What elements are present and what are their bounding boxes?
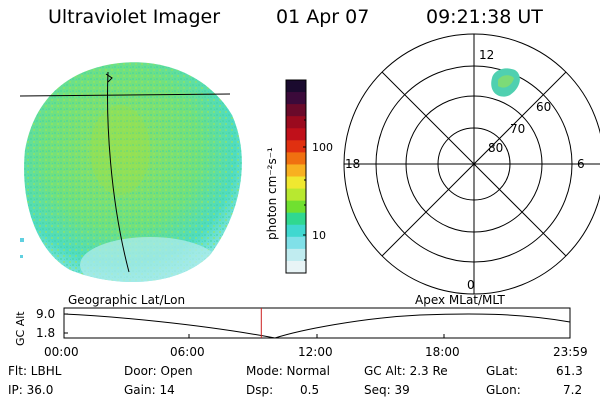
earth-uv-image xyxy=(20,62,242,282)
mlt-label-top: 12 xyxy=(479,48,494,62)
instrument-title: Ultraviolet Imager xyxy=(48,6,221,28)
y-tick-label-9: 9.0 xyxy=(36,307,55,321)
colorbar-frame xyxy=(285,79,307,274)
filter-info: Flt: LBHL xyxy=(8,364,62,378)
colorbar-band xyxy=(286,260,306,274)
colorbar-band xyxy=(286,128,306,141)
observation-date: 01 Apr 07 xyxy=(276,6,370,28)
colorbar-unit-label: photon cm⁻²s⁻¹ xyxy=(265,147,279,240)
glon-value: 7.2 xyxy=(563,383,583,397)
altitude-timeline: Geographic Lat/Lon Apex MLat/MLT GC Alt … xyxy=(14,293,588,359)
colorbar-band xyxy=(286,188,306,202)
geographic-label: Geographic Lat/Lon xyxy=(68,293,185,307)
gain-info: Gain: 14 xyxy=(124,383,175,397)
timeline-frame xyxy=(63,307,571,339)
colorbar-band xyxy=(286,236,306,250)
y-tick-label-1-8: 1.8 xyxy=(36,326,55,340)
altitude-curve xyxy=(63,313,571,339)
mlat-label-60: 60 xyxy=(536,100,551,114)
mlt-label-right: 6 xyxy=(577,157,585,171)
colorbar-band xyxy=(286,212,306,226)
dsp-value: 0.5 xyxy=(300,383,320,397)
colorbar-band xyxy=(286,248,306,262)
longitude-line xyxy=(107,71,130,273)
x-tick-label-1200: 12:00 xyxy=(298,345,333,359)
observation-time: 09:21:38 UT xyxy=(426,6,543,28)
label-mask xyxy=(478,48,492,62)
colorbar-band xyxy=(286,224,306,238)
latitude-line xyxy=(19,93,231,97)
seq-info: Seq: 39 xyxy=(364,383,410,397)
gc-alt-info: GC Alt: 2.3 Re xyxy=(364,364,448,378)
mode-info: Mode: Normal xyxy=(246,364,330,378)
x-tick-label-2359: 23:59 xyxy=(553,345,588,359)
colorbar-tick-label-10: 10 xyxy=(312,229,326,242)
polar-diagonal xyxy=(381,71,567,257)
colorbar-band xyxy=(286,104,306,117)
meridian-tick xyxy=(105,73,113,83)
glat-label: GLat: xyxy=(486,364,519,378)
colorbar-band xyxy=(286,80,306,93)
auroral-spot-core xyxy=(498,75,514,88)
apex-label: Apex MLat/MLT xyxy=(415,293,505,307)
x-tick-label-0000: 00:00 xyxy=(44,345,79,359)
colorbar-band xyxy=(286,164,306,177)
colorbar-band xyxy=(286,92,306,105)
colorbar-band xyxy=(286,152,306,165)
dsp-label: Dsp: xyxy=(246,383,274,397)
ip-info: IP: 36.0 xyxy=(8,383,54,397)
colorbar-tick-label-100: 100 xyxy=(312,141,333,154)
polar-plot: 12 0 18 6 60 70 80 xyxy=(343,33,600,295)
mlt-label-left: 18 xyxy=(345,157,360,171)
glon-label: GLon: xyxy=(486,383,521,397)
colorbar-band xyxy=(286,140,306,153)
mlat-label-70: 70 xyxy=(510,122,525,136)
colorbar-band xyxy=(286,200,306,214)
door-info: Door: Open xyxy=(124,364,193,378)
gc-alt-axis-label: GC Alt xyxy=(14,311,27,346)
x-tick-label-0600: 06:00 xyxy=(170,345,205,359)
noise-pixel xyxy=(20,255,23,258)
colorbar-band xyxy=(286,176,306,190)
colorbar xyxy=(286,80,306,274)
colorbar-band xyxy=(286,116,306,129)
noise-pixel xyxy=(20,238,24,242)
x-tick-label-1800: 18:00 xyxy=(425,345,460,359)
mlat-label-80: 80 xyxy=(488,141,503,155)
glat-value: 61.3 xyxy=(556,364,583,378)
mlt-label-bottom: 0 xyxy=(467,278,475,292)
